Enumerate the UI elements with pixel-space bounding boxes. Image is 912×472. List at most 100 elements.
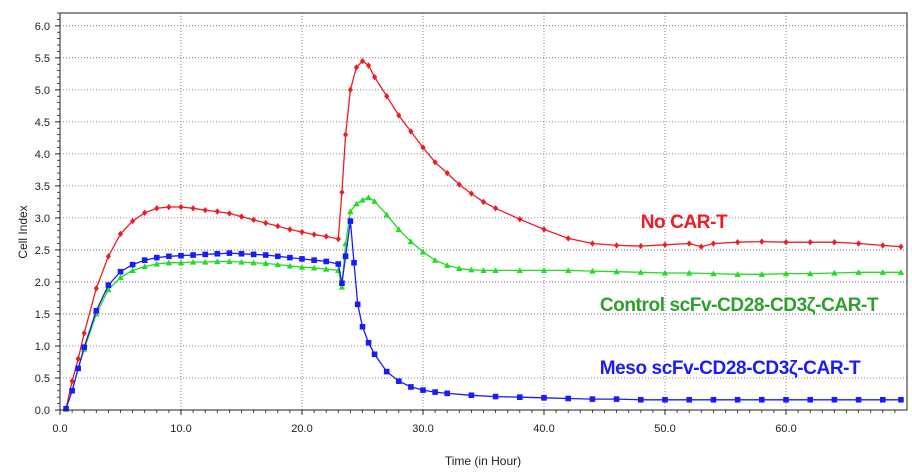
data-point	[880, 242, 886, 249]
data-point	[517, 215, 523, 223]
data-point	[178, 203, 184, 211]
data-point	[686, 269, 693, 276]
data-point	[299, 256, 305, 262]
data-point	[492, 267, 499, 274]
data-point	[347, 208, 354, 215]
data-point	[432, 158, 438, 166]
y-tick-label: 1.0	[35, 341, 50, 353]
y-tick-label: 0.5	[35, 373, 50, 385]
data-point	[365, 339, 372, 346]
x-tick-label: 0.0	[52, 423, 67, 435]
data-point	[396, 378, 402, 384]
data-point	[831, 396, 838, 403]
data-point	[335, 261, 342, 267]
data-point	[214, 250, 221, 257]
y-tick-label: 2.5	[35, 245, 50, 257]
data-point	[347, 218, 354, 224]
data-point	[638, 396, 644, 403]
data-point	[492, 393, 499, 400]
data-point	[698, 243, 704, 250]
data-point	[347, 86, 353, 94]
data-point	[468, 266, 475, 273]
data-point	[384, 93, 390, 100]
data-point	[372, 73, 378, 81]
data-point	[275, 253, 281, 260]
y-tick-label: 6.0	[35, 21, 50, 33]
series-meso-scfv-cd28-cd3-car-t	[63, 218, 904, 412]
data-point	[783, 396, 789, 403]
data-point	[166, 253, 172, 260]
data-point	[456, 181, 462, 188]
data-point	[420, 387, 426, 393]
series-label-control-car-t: Control scFv-CD28-CD3ζ-CAR-T	[600, 295, 879, 316]
data-point	[154, 254, 160, 261]
data-point	[142, 209, 148, 216]
data-point	[81, 344, 87, 351]
data-point	[662, 396, 668, 403]
data-point	[202, 207, 208, 214]
series-label-meso-car-t: Meso scFv-CD28-CD3ζ-CAR-T	[600, 358, 861, 379]
data-point	[879, 269, 886, 275]
data-point	[493, 205, 499, 212]
data-point	[311, 231, 317, 238]
y-tick-label: 5.0	[35, 85, 50, 97]
data-point	[589, 267, 596, 274]
data-point	[468, 190, 474, 197]
data-point	[81, 329, 87, 337]
data-point	[251, 216, 257, 224]
data-point	[589, 240, 595, 247]
data-point	[759, 396, 765, 403]
data-point	[177, 259, 185, 266]
data-point	[129, 261, 136, 268]
data-point	[189, 258, 197, 265]
data-point	[540, 267, 548, 274]
data-point	[468, 392, 475, 399]
x-tick-label: 20.0	[291, 423, 312, 435]
data-point	[734, 396, 741, 403]
data-point	[613, 268, 620, 275]
y-tick-label: 4.0	[35, 149, 50, 161]
data-point	[614, 242, 620, 249]
data-point	[274, 261, 281, 268]
data-point	[710, 240, 716, 247]
data-point	[710, 396, 717, 403]
chart-grid	[60, 13, 907, 410]
data-point	[93, 307, 100, 314]
data-point	[338, 283, 346, 290]
data-point	[444, 390, 450, 397]
data-point	[807, 239, 813, 246]
data-point	[275, 223, 281, 230]
x-tick-label: 10.0	[170, 423, 191, 435]
data-point	[202, 251, 208, 258]
data-point	[105, 253, 111, 260]
data-point	[262, 252, 269, 258]
data-point	[456, 265, 463, 272]
data-point	[662, 241, 668, 248]
data-point	[353, 64, 360, 71]
y-tick-label: 5.5	[35, 53, 50, 65]
data-point	[396, 112, 402, 119]
data-point	[759, 238, 765, 245]
data-point	[383, 211, 390, 218]
data-point	[141, 263, 148, 270]
data-point	[226, 210, 232, 217]
data-point	[420, 144, 426, 151]
series-control-scfv-cd28-cd3-car-t	[62, 194, 905, 412]
data-point	[214, 258, 221, 265]
data-point	[710, 270, 717, 277]
data-point	[311, 257, 317, 263]
data-point	[214, 208, 220, 215]
data-point	[807, 270, 814, 277]
data-point	[165, 259, 173, 266]
series-line	[65, 221, 901, 409]
data-point	[408, 384, 414, 390]
y-tick-label: 3.5	[35, 181, 50, 193]
data-point	[117, 268, 124, 275]
data-point	[661, 269, 669, 276]
data-point	[638, 242, 644, 250]
data-point	[359, 196, 366, 203]
data-point	[202, 258, 209, 265]
y-axis: 0.0 0.5 1.0 1.5 2.0 2.5 3.0 3.5 4.0 4.5 5.0 5.5 6.0	[35, 12, 60, 417]
data-point	[323, 265, 330, 272]
